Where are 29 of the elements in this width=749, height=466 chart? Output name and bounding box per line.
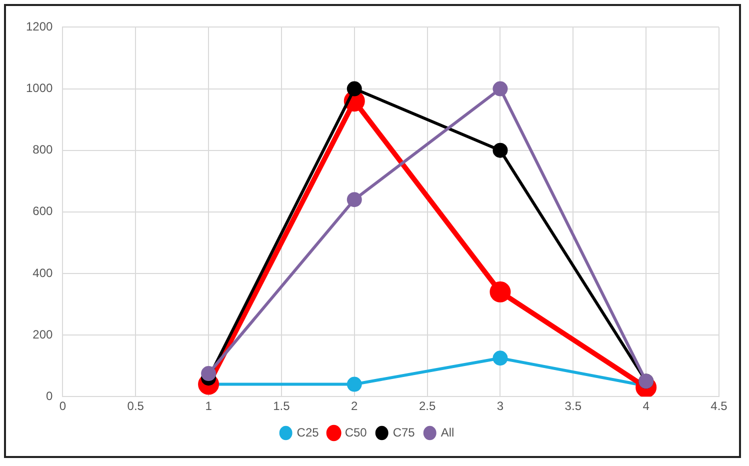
x-tick-label: 2.5 xyxy=(418,399,436,414)
x-tick-label: 1.5 xyxy=(273,399,290,414)
x-tick-label: 0 xyxy=(59,399,66,414)
y-tick-label: 600 xyxy=(32,204,54,218)
point xyxy=(492,81,508,96)
legend-label: C50 xyxy=(344,425,368,440)
x-tick-label: 2 xyxy=(351,399,358,414)
x-tick-label: 4 xyxy=(642,399,650,414)
y-tick-label: 200 xyxy=(32,327,54,342)
y-tick-label: 1200 xyxy=(26,20,54,34)
legend-label: C75 xyxy=(392,425,416,440)
x-tick-label: 0.5 xyxy=(127,399,144,414)
point xyxy=(490,281,511,302)
y-tick-label: 0 xyxy=(46,388,54,403)
legend-label: All xyxy=(440,425,454,440)
y-tick-label: 1000 xyxy=(26,81,54,96)
y-tick-label: 800 xyxy=(32,142,54,157)
x-tick-label: 3.5 xyxy=(564,399,582,414)
legend-label: C25 xyxy=(296,425,320,440)
point xyxy=(201,366,216,382)
point xyxy=(346,192,362,208)
x-tick-label: 3 xyxy=(496,399,504,414)
x-tick-label: 4.5 xyxy=(710,399,728,414)
point xyxy=(492,142,508,158)
x-tick-label: 1 xyxy=(205,399,212,414)
point xyxy=(346,376,362,392)
point xyxy=(492,350,508,366)
y-tick-label: 400 xyxy=(32,266,54,280)
point xyxy=(346,81,362,96)
